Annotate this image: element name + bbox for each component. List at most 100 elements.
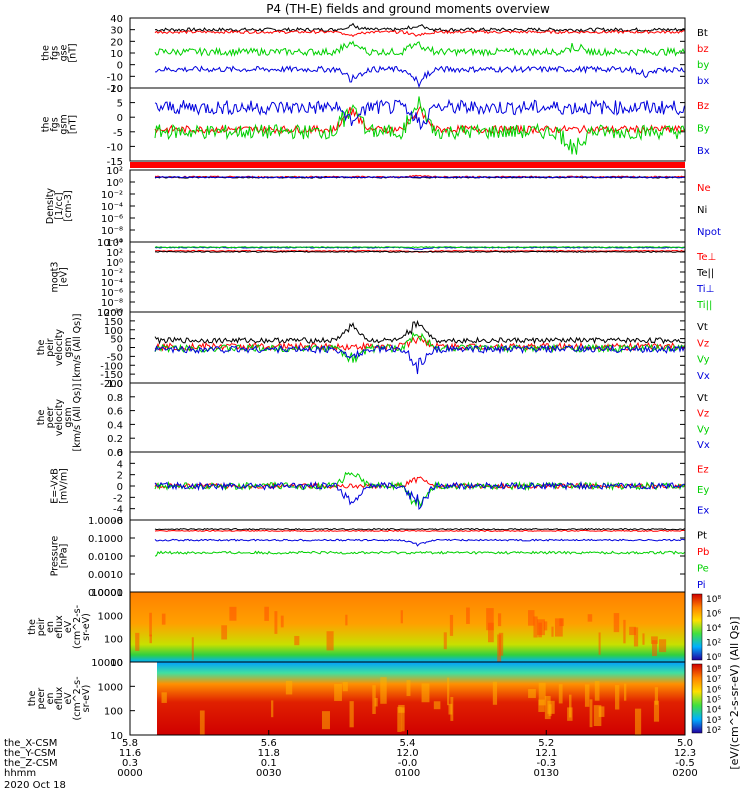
- legend-ti: Ti||: [696, 300, 712, 311]
- ylabel-line: [nT]: [68, 115, 79, 134]
- series-bz-line: [154, 29, 685, 38]
- ylabel-line: Pressure: [50, 536, 61, 577]
- series-bx-line: [155, 64, 685, 89]
- legend-ne: Ne: [697, 183, 711, 194]
- colorbar-tick-label: 10³: [706, 716, 721, 726]
- spectrogram-streak: [271, 700, 274, 718]
- panel-temperature: moqt3[eV]10⁴10²10⁰10⁻²10⁻⁴10⁻⁶10⁻⁸10⁻¹⁰T…: [50, 238, 717, 319]
- spectrogram-streak: [449, 614, 454, 636]
- ylabel-line: (cm^2-s-: [72, 605, 83, 649]
- spectrogram-streak: [594, 681, 600, 701]
- y-tick-label: 200: [104, 308, 123, 319]
- x-tick-label: 12.0: [396, 748, 418, 759]
- spectrogram-streak: [221, 625, 228, 640]
- y-tick-label: 10⁻⁸: [101, 226, 123, 237]
- ylabel-line: [eV]: [59, 267, 70, 287]
- x-tick-label: 5.8: [122, 738, 138, 749]
- y-tick-label: 0.0001: [88, 588, 123, 599]
- legend-vz: Vz: [697, 409, 709, 420]
- spectrogram-streak: [554, 618, 563, 637]
- y-tick-label: 10⁻⁶: [101, 288, 123, 299]
- colorbar-tick-label: 10²: [706, 639, 721, 649]
- series-bx-line: [154, 98, 685, 131]
- series-vt-line: [154, 319, 685, 345]
- x-row-label: the_X-CSM: [4, 738, 57, 749]
- legend-pi: Pi: [697, 580, 706, 591]
- series-vy-line: [154, 331, 685, 364]
- ylabel-line: velocity: [54, 329, 65, 367]
- spectrogram: [157, 662, 685, 735]
- legend-pt: Pt: [697, 530, 707, 541]
- legend-ey: Ey: [697, 485, 709, 496]
- y-tick-label: 30: [110, 26, 123, 37]
- y-tick-label: 10000: [91, 588, 123, 599]
- legend-vz: Vz: [697, 338, 709, 349]
- spectrogram-streak: [161, 692, 167, 703]
- x-tick-label: 0.3: [122, 758, 138, 769]
- x-tick-label: 0200: [672, 768, 697, 779]
- y-tick-label: 0.6: [107, 407, 123, 418]
- spectrogram-streak: [543, 621, 548, 631]
- spectrogram-streak: [654, 687, 659, 705]
- y-tick-label: 10⁰: [106, 258, 123, 269]
- spectrogram-streak: [372, 685, 376, 714]
- spectrogram-streak: [538, 622, 542, 638]
- spectrogram-streak: [400, 610, 403, 624]
- legend-npot: Npot: [697, 227, 721, 238]
- spectrogram-streak: [149, 612, 152, 637]
- x-tick-label: 12.1: [535, 748, 557, 759]
- series-by-line: [154, 96, 685, 155]
- spectrogram-streak: [528, 610, 535, 626]
- flag-bar: [130, 162, 685, 168]
- x-tick-label: -0.3: [536, 758, 556, 769]
- y-tick-label: 0.0100: [88, 552, 123, 563]
- x-tick-label: 0100: [395, 768, 420, 779]
- spectrogram-streak: [149, 634, 152, 644]
- legend-vx: Vx: [697, 440, 710, 451]
- spectrogram-streak: [199, 710, 205, 736]
- y-tick-label: 10: [110, 84, 123, 95]
- y-tick-label: 100: [104, 707, 123, 718]
- spectrogram-streak: [548, 704, 552, 717]
- spectrogram-streak: [421, 683, 430, 703]
- spectrogram-streak: [380, 677, 387, 704]
- spectrogram-streak: [598, 632, 601, 655]
- spectrogram-streak: [326, 631, 334, 651]
- ylabel-line: [nPa]: [59, 544, 70, 569]
- spectrogram-streak: [161, 613, 166, 625]
- y-tick-label: -2: [113, 493, 123, 504]
- y-tick-label: 2: [117, 471, 123, 482]
- ylabel-line: eflux: [54, 686, 65, 710]
- ylabel-line: eV: [63, 620, 74, 633]
- x-tick-label: -0.5: [675, 758, 695, 769]
- colorbar: [691, 663, 703, 734]
- spectrogram-streak: [598, 706, 605, 717]
- x-tick-label: 5.2: [538, 738, 554, 749]
- spectrogram-streak: [623, 619, 626, 644]
- y-tick-label: 10⁻⁴: [101, 278, 123, 289]
- legend-te: Te||: [696, 268, 714, 279]
- spectrogram-streak: [634, 708, 642, 736]
- spectrogram-streak: [433, 701, 441, 710]
- x-row-label: the_Y-CSM: [4, 748, 56, 759]
- series-ti-line: [154, 246, 685, 249]
- ylabel-line: [cm-3]: [63, 190, 74, 221]
- spectrogram-streak: [497, 613, 502, 627]
- legend-vx: Vx: [697, 371, 710, 382]
- spectrogram-streak: [538, 699, 545, 712]
- spectrogram-streak: [447, 677, 450, 706]
- series-te-line: [154, 250, 685, 253]
- spectrogram-streak: [587, 614, 593, 622]
- y-tick-label: 150: [104, 317, 123, 328]
- y-tick-label: 100: [104, 635, 123, 646]
- y-tick-label: -4: [113, 505, 123, 516]
- spectrogram-streak: [558, 684, 563, 704]
- ylabel-line: velocity: [54, 399, 65, 437]
- y-tick-label: 0: [117, 113, 123, 124]
- series-npot-line: [154, 176, 685, 179]
- legend-bt: Bt: [697, 28, 708, 39]
- ylabel-line: E=-VxB: [50, 468, 61, 503]
